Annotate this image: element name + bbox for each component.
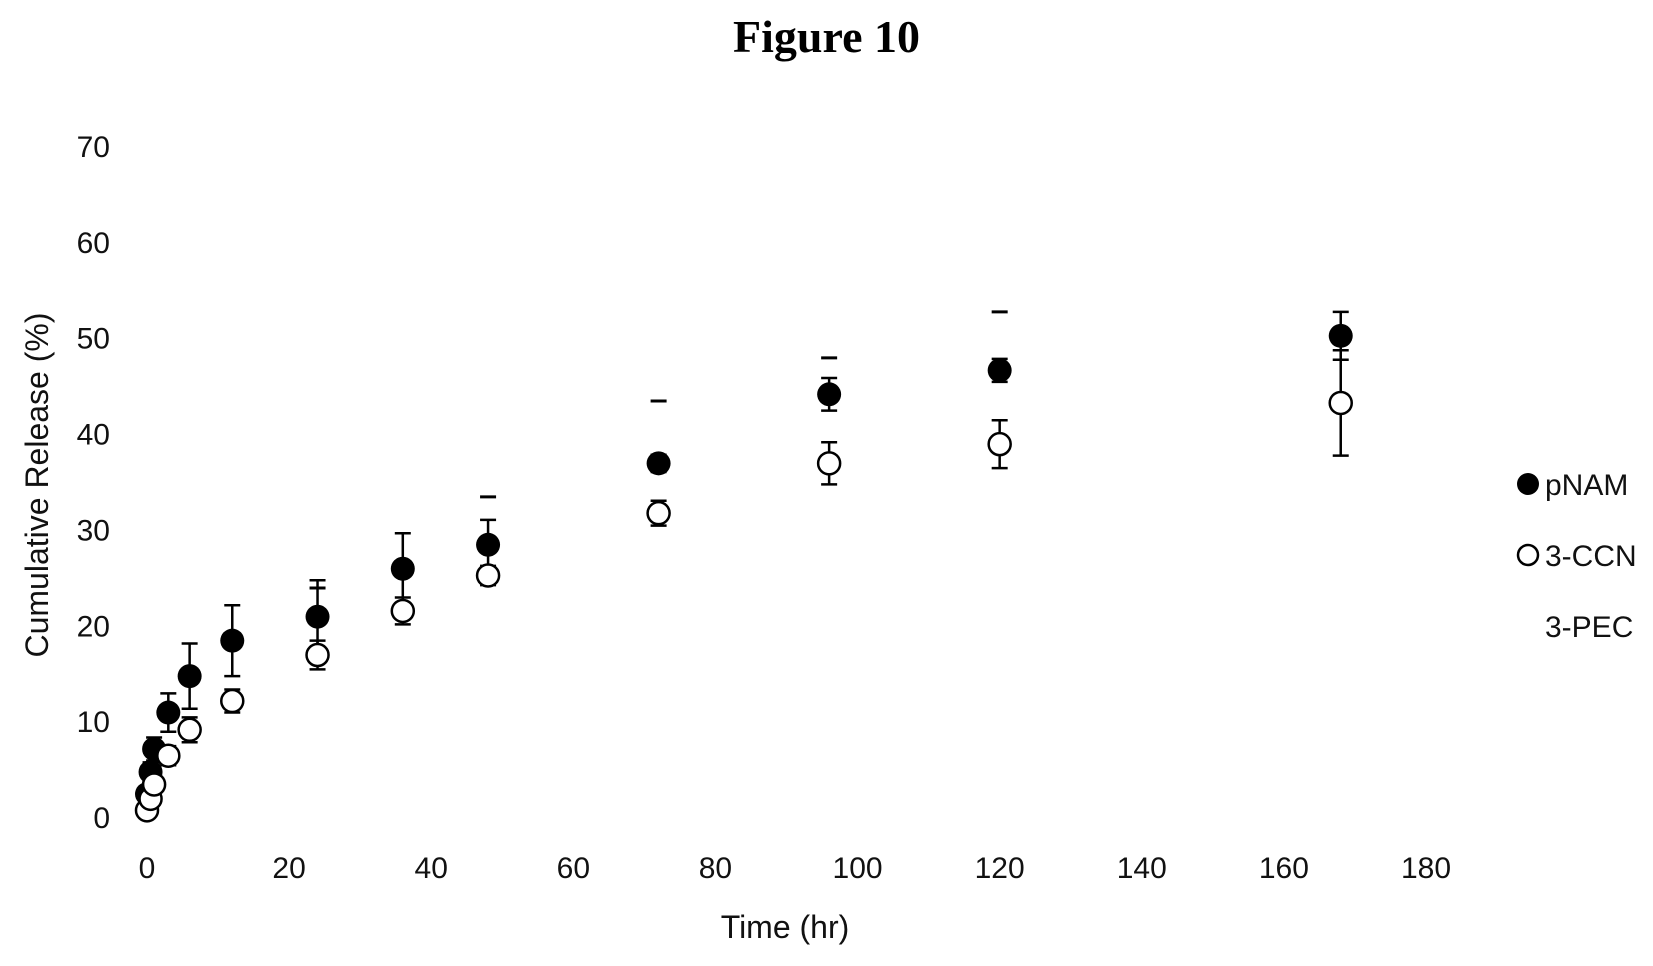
legend-label-3-ccn: 3-CCN bbox=[1545, 540, 1637, 573]
data-point-3-ccn bbox=[220, 688, 245, 714]
y-axis-ticks: 0 10 20 30 40 50 60 70 bbox=[77, 131, 110, 835]
data-point-pnam bbox=[220, 628, 245, 653]
error-bars bbox=[139, 310, 1349, 817]
y-tick-label: 70 bbox=[77, 131, 110, 164]
x-axis-ticks: 0 20 40 60 80 100 120 140 160 180 bbox=[139, 852, 1451, 885]
data-point-pnam bbox=[156, 700, 181, 725]
y-tick-label: 20 bbox=[77, 610, 110, 643]
data-point-pnam bbox=[817, 382, 842, 407]
data-point-pnam bbox=[1328, 323, 1353, 348]
figure-title: Figure 10 bbox=[733, 11, 920, 62]
data-point-3-ccn bbox=[987, 431, 1012, 457]
data-points bbox=[134, 310, 1353, 823]
x-tick-label: 180 bbox=[1401, 852, 1451, 885]
data-point-3-ccn bbox=[177, 717, 202, 743]
x-tick-label: 100 bbox=[833, 852, 883, 885]
legend-label-3-pec: 3-PEC bbox=[1545, 611, 1633, 644]
data-point-pnam bbox=[305, 604, 330, 629]
legend-label-pnam: pNAM bbox=[1545, 469, 1628, 502]
x-tick-label: 0 bbox=[139, 852, 156, 885]
data-point-pnam bbox=[476, 532, 501, 557]
y-tick-label: 0 bbox=[93, 802, 110, 835]
data-point-pnam bbox=[390, 556, 415, 581]
data-point-3-ccn bbox=[141, 772, 167, 797]
legend-marker-pnam bbox=[1517, 473, 1539, 495]
y-axis-title: Cumulative Release (%) bbox=[19, 312, 55, 657]
legend: pNAM 3-CCN 3-PEC bbox=[1516, 469, 1637, 644]
x-tick-label: 20 bbox=[272, 852, 305, 885]
legend-marker-3-ccn bbox=[1516, 543, 1540, 567]
x-tick-label: 80 bbox=[699, 852, 732, 885]
data-point-3-ccn bbox=[1328, 390, 1353, 416]
y-tick-label: 40 bbox=[77, 419, 110, 452]
data-point-3-ccn bbox=[390, 598, 416, 624]
y-tick-label: 60 bbox=[77, 227, 110, 260]
x-tick-label: 140 bbox=[1117, 852, 1167, 885]
x-tick-label: 160 bbox=[1259, 852, 1309, 885]
x-axis-title: Time (hr) bbox=[721, 909, 850, 945]
data-point-3-ccn bbox=[646, 500, 671, 526]
y-tick-label: 30 bbox=[77, 514, 110, 547]
y-tick-label: 50 bbox=[77, 323, 110, 356]
data-point-3-ccn bbox=[816, 451, 842, 476]
data-point-3-ccn bbox=[475, 563, 501, 588]
x-tick-label: 120 bbox=[975, 852, 1025, 885]
x-tick-label: 40 bbox=[415, 852, 448, 885]
data-point-pnam bbox=[177, 664, 202, 689]
data-point-pnam bbox=[646, 451, 671, 476]
data-point-3-ccn bbox=[156, 743, 181, 768]
y-tick-label: 10 bbox=[77, 706, 110, 739]
data-point-pnam bbox=[987, 358, 1012, 383]
x-tick-label: 60 bbox=[557, 852, 590, 885]
data-point-3-ccn bbox=[305, 642, 330, 668]
